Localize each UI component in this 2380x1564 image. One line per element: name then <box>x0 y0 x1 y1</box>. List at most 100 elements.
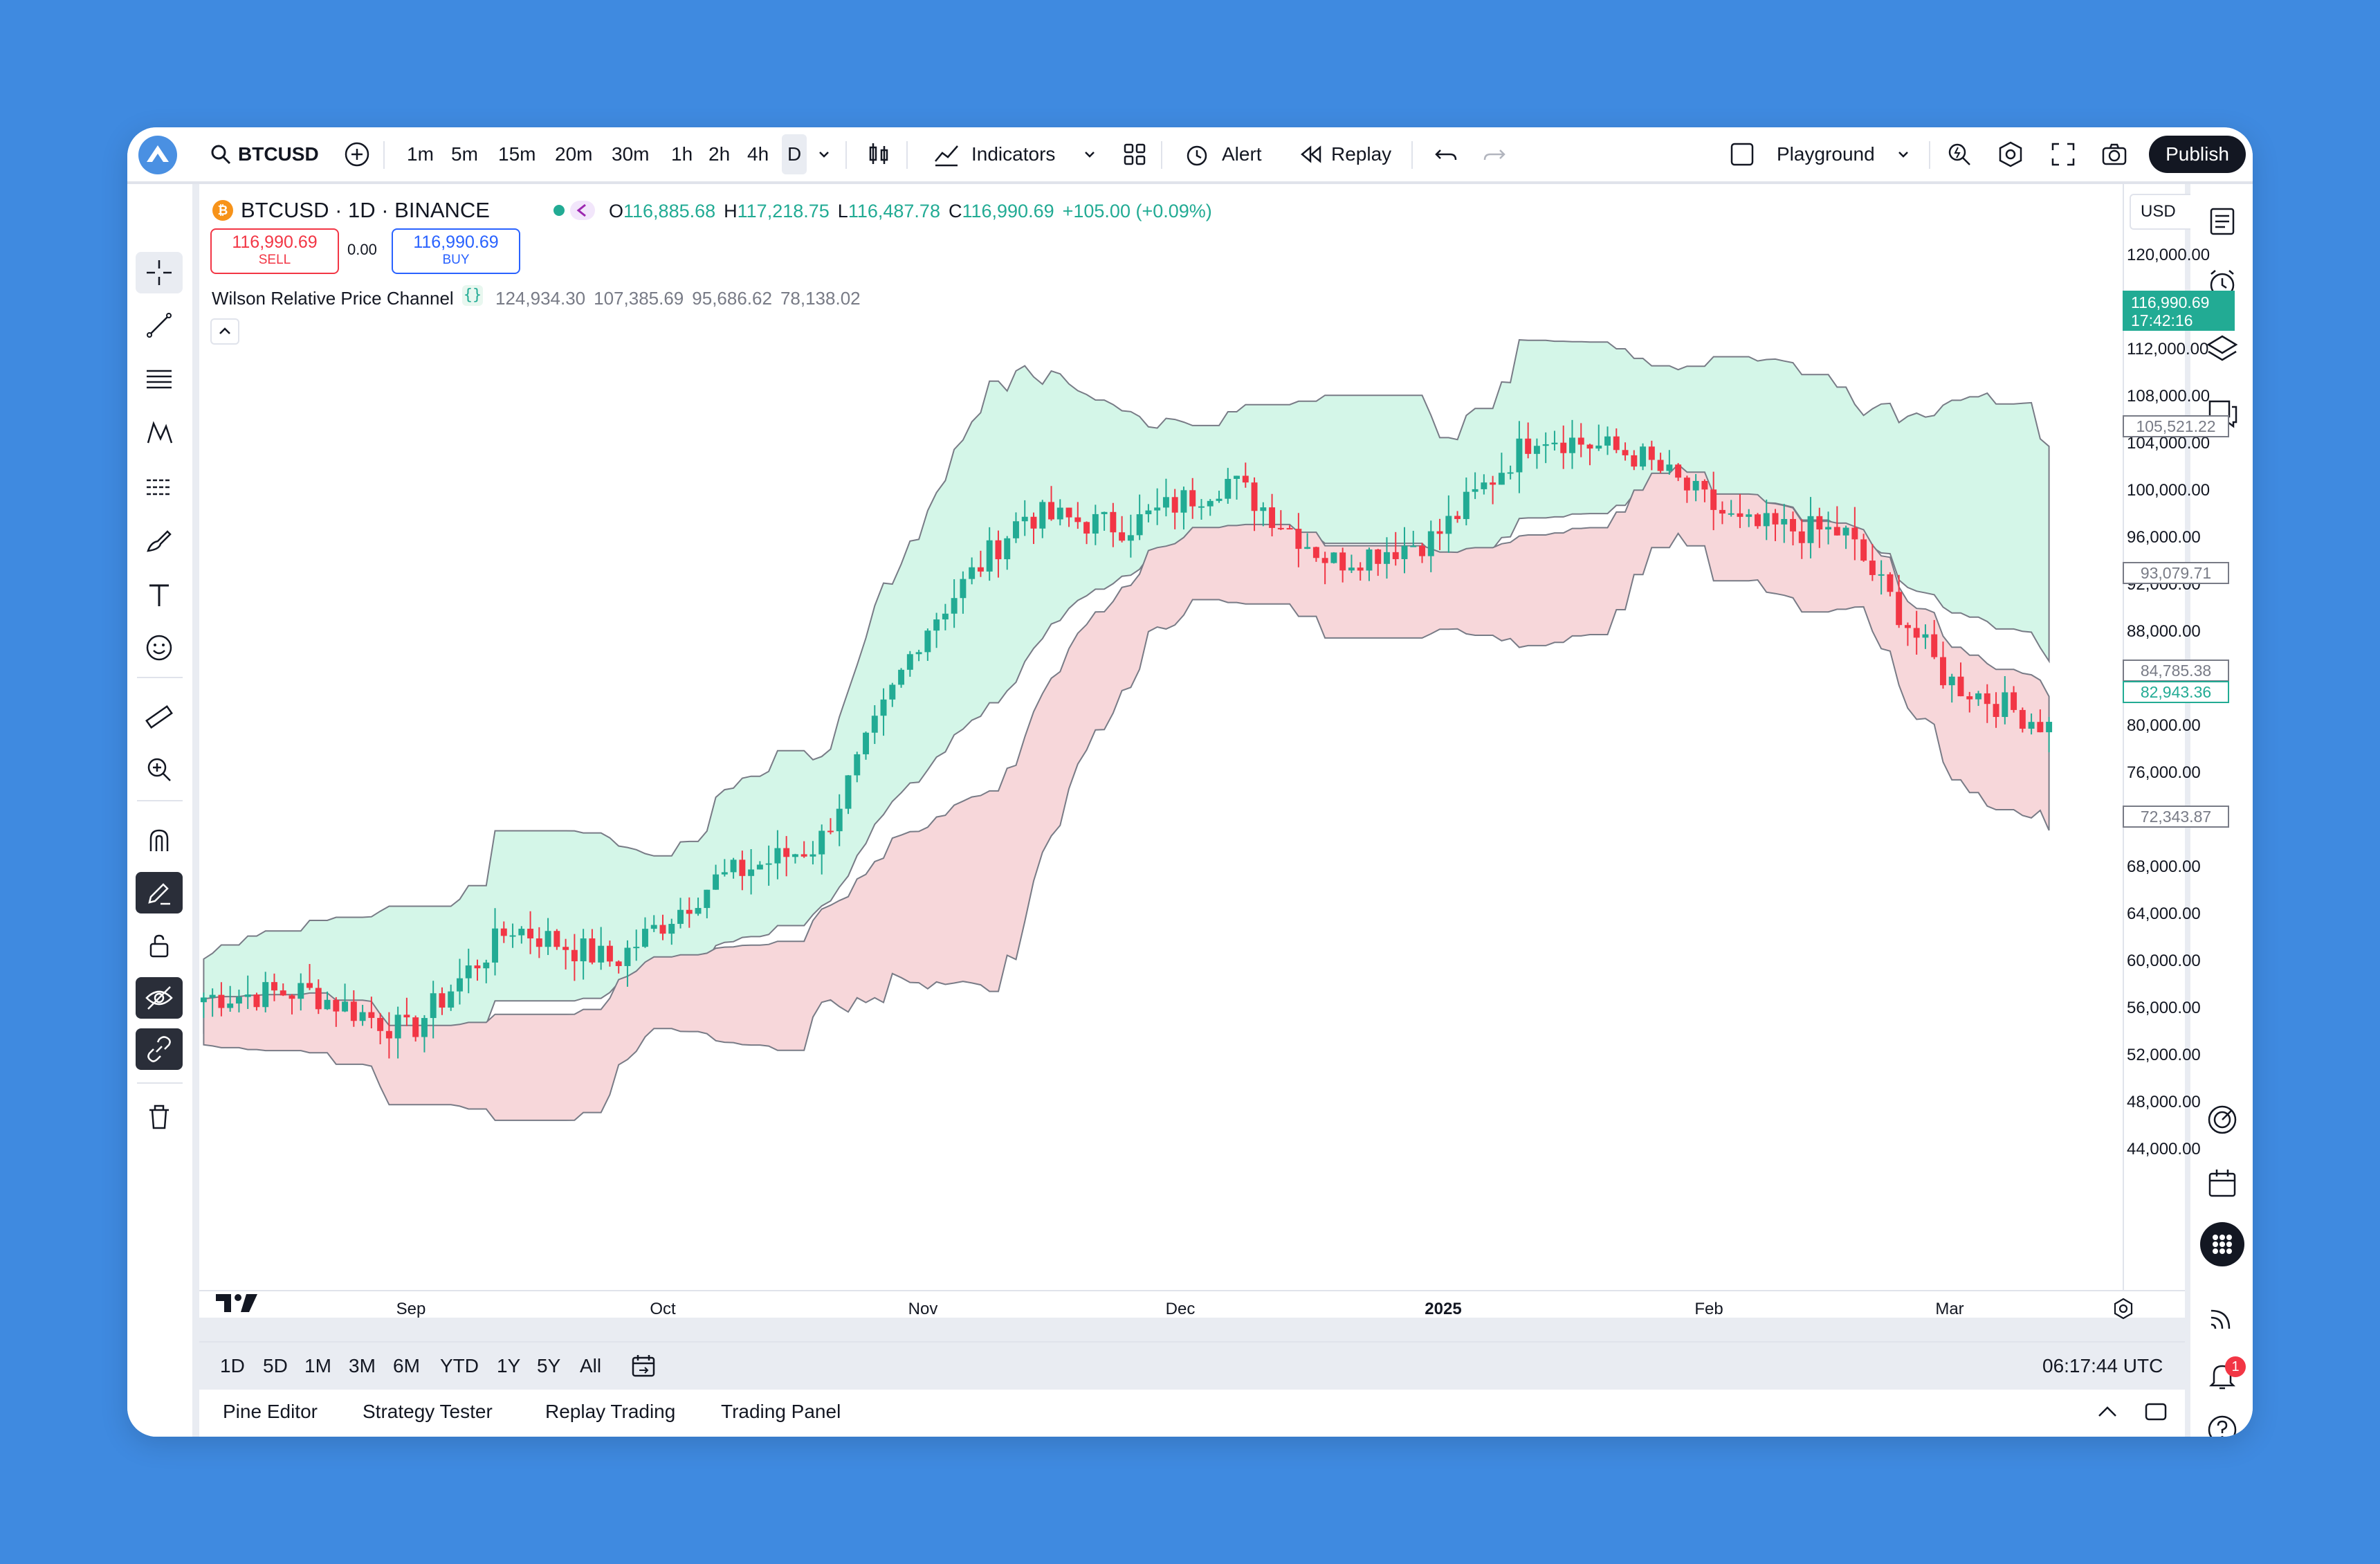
brush-tool[interactable] <box>136 520 183 562</box>
candle-body <box>960 579 967 599</box>
chevron-down-icon[interactable] <box>1896 147 1911 162</box>
indicators-button[interactable]: Indicators <box>971 143 1056 165</box>
indicator-name[interactable]: Wilson Relative Price Channel <box>212 288 454 309</box>
tab-trading-panel[interactable]: Trading Panel <box>721 1401 841 1422</box>
ruler-tool[interactable] <box>136 696 183 738</box>
layers-icon[interactable] <box>2206 332 2239 365</box>
alert-clock-icon[interactable] <box>1183 140 1211 168</box>
symbol-title[interactable]: BTCUSD · 1D · BINANCE <box>241 198 490 222</box>
goto-date-icon[interactable] <box>630 1352 657 1380</box>
range-5d[interactable]: 5D <box>263 1355 288 1376</box>
range-all[interactable]: All <box>580 1355 602 1376</box>
price-axis-label: 52,000.00 <box>2127 1046 2201 1064</box>
fib-tool[interactable] <box>136 358 183 400</box>
undo-icon[interactable] <box>1432 140 1460 168</box>
symbol-search[interactable]: BTCUSD <box>238 143 319 165</box>
signal-feed-icon[interactable] <box>2206 1301 2239 1334</box>
layout-grid-icon[interactable] <box>1121 140 1148 168</box>
clock-utc[interactable]: 06:17:44 UTC <box>2042 1355 2163 1376</box>
forecast-tool[interactable] <box>136 466 183 508</box>
publish-button[interactable]: Publish <box>2149 136 2246 173</box>
watchlist-icon[interactable] <box>2206 205 2239 238</box>
settings-icon[interactable] <box>1997 140 2024 168</box>
range-5y[interactable]: 5Y <box>537 1355 561 1376</box>
target-icon[interactable] <box>2206 1103 2239 1136</box>
logo-icon[interactable] <box>137 134 178 176</box>
candle-body <box>1763 513 1770 527</box>
alert-button[interactable]: Alert <box>1222 143 1262 165</box>
remove-drawings-tool[interactable] <box>136 1096 183 1138</box>
indicators-icon[interactable] <box>933 140 960 168</box>
help-icon[interactable] <box>2206 1413 2239 1437</box>
interval-30m[interactable]: 30m <box>612 143 650 165</box>
candle-body <box>677 909 684 925</box>
stay-drawing-tool[interactable] <box>136 872 183 913</box>
buy-button[interactable]: 116,990.69 BUY <box>392 228 520 274</box>
calendar-icon[interactable] <box>2206 1167 2239 1200</box>
range-1d[interactable]: 1D <box>220 1355 245 1376</box>
replay-rewind-icon[interactable] <box>1297 140 1324 168</box>
interval-d[interactable]: D <box>787 143 802 165</box>
zoom-tool[interactable] <box>136 749 183 790</box>
collapse-legend-button[interactable] <box>210 318 239 345</box>
tab-strategy-tester[interactable]: Strategy Tester <box>363 1401 493 1422</box>
pattern-tool[interactable] <box>136 412 183 454</box>
sync-drawings-tool[interactable] <box>136 1028 183 1070</box>
candle-body <box>1692 480 1699 491</box>
trend-line-tool[interactable] <box>136 304 183 346</box>
axis-settings-icon[interactable] <box>2112 1297 2135 1320</box>
candle-body <box>571 949 578 962</box>
candle-body <box>1755 514 1761 527</box>
crosshair-tool[interactable] <box>136 252 183 293</box>
sell-button[interactable]: 116,990.69 SELL <box>210 228 339 274</box>
text-tool[interactable] <box>136 574 183 616</box>
compare-add-icon[interactable] <box>343 140 371 168</box>
interval-2h[interactable]: 2h <box>708 143 731 165</box>
range-1m[interactable]: 1M <box>304 1355 331 1376</box>
share-icon[interactable] <box>570 199 595 221</box>
magnet-tool[interactable] <box>136 819 183 861</box>
tab-replay-trading[interactable]: Replay Trading <box>545 1401 676 1422</box>
fullscreen-icon[interactable] <box>2049 140 2077 168</box>
camera-icon[interactable] <box>2100 140 2128 168</box>
range-1y[interactable]: 1Y <box>497 1355 521 1376</box>
candle-body <box>1119 532 1126 541</box>
interval-1h[interactable]: 1h <box>671 143 693 165</box>
emoji-tool[interactable] <box>136 627 183 669</box>
range-3m[interactable]: 3M <box>349 1355 376 1376</box>
layout-name[interactable]: Playground <box>1777 143 1875 165</box>
chevron-up-icon[interactable] <box>2094 1398 2121 1426</box>
chevron-down-icon[interactable] <box>816 147 832 162</box>
indicator-value: 78,138.02 <box>780 288 861 309</box>
range-6m[interactable]: 6M <box>393 1355 420 1376</box>
interval-5m[interactable]: 5m <box>451 143 478 165</box>
candle-body <box>1472 489 1479 492</box>
tab-pine-editor[interactable]: Pine Editor <box>223 1401 318 1422</box>
chart-pane[interactable]: ₿ BTCUSD · 1D · BINANCE O116,885.68 H117… <box>199 184 2253 1318</box>
lock-tool[interactable] <box>136 925 183 966</box>
price-chart[interactable] <box>199 184 2185 1318</box>
replay-button[interactable]: Replay <box>1331 143 1392 165</box>
maximize-panel-icon[interactable] <box>2142 1398 2170 1426</box>
search-icon[interactable] <box>209 143 232 166</box>
candles-icon[interactable] <box>865 140 892 168</box>
candle-body <box>686 909 693 914</box>
interval-20m[interactable]: 20m <box>555 143 593 165</box>
apps-button[interactable] <box>2200 1222 2244 1266</box>
price-axis-label: 48,000.00 <box>2127 1093 2201 1111</box>
candle-body <box>298 983 304 999</box>
brush-icon <box>147 530 172 552</box>
candle-body <box>562 947 569 950</box>
range-ytd[interactable]: YTD <box>440 1355 479 1376</box>
interval-1m[interactable]: 1m <box>407 143 434 165</box>
layout-square-icon[interactable] <box>1728 140 1756 168</box>
source-code-icon[interactable]: {} <box>462 285 483 306</box>
interval-4h[interactable]: 4h <box>747 143 769 165</box>
candle-body <box>1436 531 1443 534</box>
chevron-down-icon[interactable] <box>1082 147 1097 162</box>
interval-15m[interactable]: 15m <box>498 143 536 165</box>
quick-search-icon[interactable] <box>1946 140 1973 168</box>
hide-drawings-tool[interactable] <box>136 977 183 1019</box>
tradingview-logo-icon[interactable] <box>216 1291 260 1315</box>
redo-icon[interactable] <box>1481 140 1508 168</box>
